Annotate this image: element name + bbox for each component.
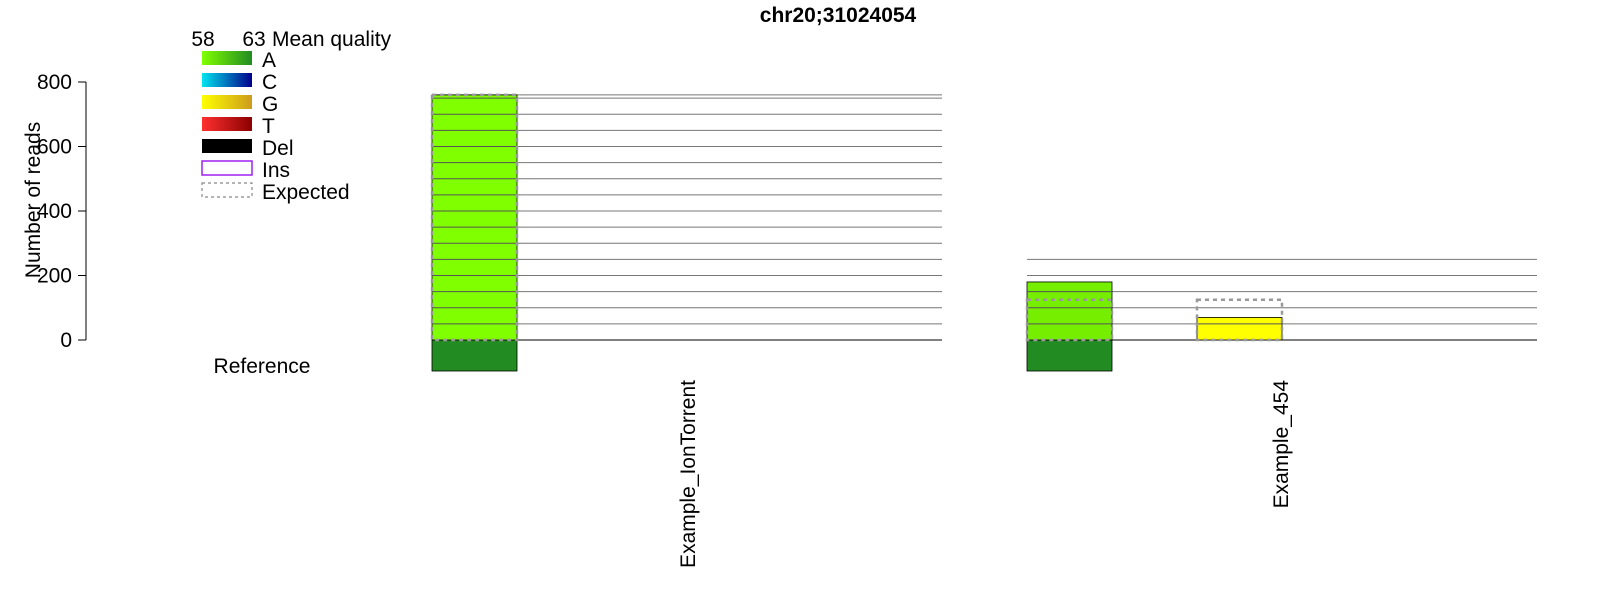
legend-swatch-t	[202, 117, 252, 131]
y-axis-label: Number of reads	[22, 122, 45, 278]
y-tick-label: 400	[37, 200, 72, 223]
legend-swatch-g	[202, 95, 252, 109]
legend-label-t: T	[262, 115, 275, 138]
legend-swatch-a	[202, 51, 252, 65]
legend-swatch-expected	[201, 182, 253, 198]
bar-a	[431, 94, 518, 341]
y-tick-label: 0	[60, 329, 72, 352]
legend-label-del: Del	[262, 137, 294, 160]
y-tick-label: 600	[37, 136, 72, 159]
sample-label: Example_454	[1270, 380, 1293, 509]
legend-label-ins: Ins	[262, 159, 290, 182]
legend-swatch-del	[202, 139, 252, 153]
legend-label-c: C	[262, 71, 277, 94]
sample-label: Example_IonTorrent	[677, 380, 700, 568]
legend-swatch-ins	[201, 160, 253, 176]
expected-box-g	[1195, 298, 1284, 342]
legend-quality-max: 63	[242, 28, 265, 51]
y-tick-label: 200	[37, 265, 72, 288]
legend-quality-min: 58	[191, 28, 214, 51]
reference-bar	[1026, 339, 1113, 372]
samples-layer: Example_IonTorrent Example_454	[430, 93, 1537, 568]
legend-swatch-c	[202, 73, 252, 87]
expected-box-a	[1025, 298, 1114, 342]
y-axis: 0 200 400 600 800	[37, 71, 87, 352]
legend-quality-title: Mean quality	[272, 28, 392, 51]
expected-box-a	[430, 93, 519, 342]
reference-bar	[431, 339, 518, 372]
chart-title: chr20;31024054	[760, 4, 917, 27]
sample-Example_454: Example_454	[1025, 258, 1537, 509]
bar-a	[1026, 281, 1113, 341]
reference-label: Reference	[214, 355, 311, 378]
legend-label-a: A	[262, 49, 276, 72]
y-tick-label: 800	[37, 71, 72, 94]
sample-Example_IonTorrent: Example_IonTorrent	[430, 93, 942, 568]
legend-label-g: G	[262, 93, 278, 116]
legend-label-expected: Expected	[262, 181, 350, 204]
bar-g	[1196, 317, 1283, 341]
